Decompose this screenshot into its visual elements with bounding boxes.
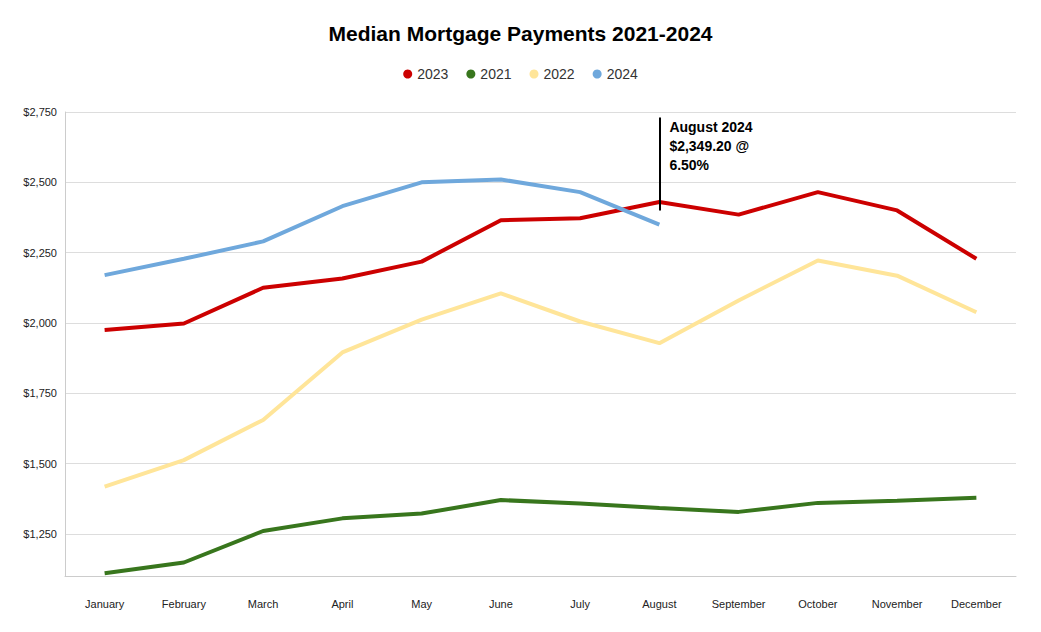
svg-text:January: January <box>85 598 125 610</box>
svg-text:December: December <box>951 598 1002 610</box>
svg-text:February: February <box>162 598 207 610</box>
svg-text:August: August <box>642 598 676 610</box>
svg-text:October: October <box>798 598 837 610</box>
svg-text:2024: 2024 <box>607 66 638 82</box>
svg-text:$1,750: $1,750 <box>23 387 57 399</box>
svg-text:Median Mortgage Payments 2021-: Median Mortgage Payments 2021-2024 <box>329 22 713 45</box>
svg-text:$1,500: $1,500 <box>23 458 57 470</box>
svg-text:March: March <box>248 598 279 610</box>
svg-text:$2,349.20 @: $2,349.20 @ <box>669 138 749 154</box>
svg-text:June: June <box>489 598 513 610</box>
svg-text:$1,250: $1,250 <box>23 528 57 540</box>
svg-text:April: April <box>331 598 353 610</box>
svg-text:September: September <box>712 598 766 610</box>
svg-text:July: July <box>570 598 590 610</box>
svg-text:$2,750: $2,750 <box>23 106 57 118</box>
svg-text:2021: 2021 <box>480 66 511 82</box>
svg-text:2022: 2022 <box>544 66 575 82</box>
svg-text:August 2024: August 2024 <box>669 119 752 135</box>
svg-text:November: November <box>872 598 923 610</box>
svg-text:$2,500: $2,500 <box>23 176 57 188</box>
svg-text:2023: 2023 <box>417 66 448 82</box>
svg-text:$2,000: $2,000 <box>23 317 57 329</box>
svg-text:May: May <box>411 598 432 610</box>
svg-text:6.50%: 6.50% <box>669 157 709 173</box>
svg-text:$2,250: $2,250 <box>23 247 57 259</box>
